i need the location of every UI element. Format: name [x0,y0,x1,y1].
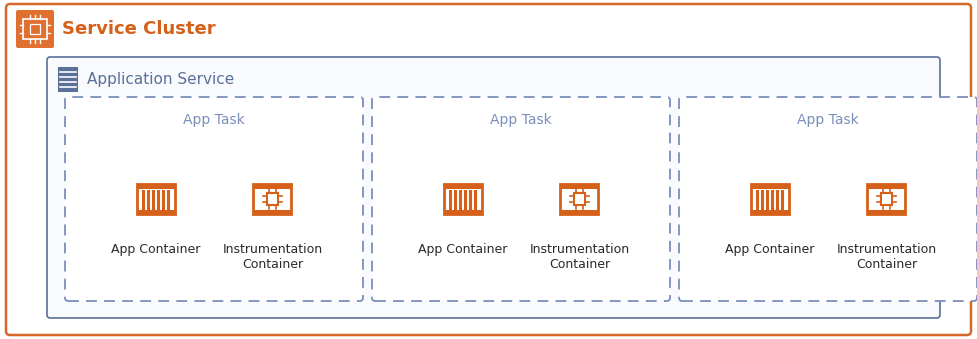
Bar [253,184,291,214]
Bar [750,184,788,214]
Bar [750,184,788,188]
Bar [253,210,291,214]
Bar [561,210,598,214]
Bar [267,193,278,205]
Text: App Container: App Container [418,243,507,256]
Bar [58,67,78,92]
FancyBboxPatch shape [6,4,971,335]
Bar [29,24,40,34]
Bar [561,184,598,214]
Bar [561,184,598,188]
FancyBboxPatch shape [47,57,940,318]
FancyBboxPatch shape [65,97,363,301]
Text: Instrumentation
Container: Instrumentation Container [530,243,629,271]
Bar [868,184,906,188]
Bar [137,184,175,188]
FancyBboxPatch shape [372,97,670,301]
Text: Service Cluster: Service Cluster [62,20,216,38]
Bar [880,193,892,205]
Bar [750,210,788,214]
Bar [868,184,906,214]
Text: App Container: App Container [111,243,200,256]
Bar [23,19,47,39]
Bar [137,210,175,214]
Bar [444,210,482,214]
Bar [444,184,482,188]
Text: Application Service: Application Service [87,72,234,87]
FancyBboxPatch shape [679,97,977,301]
Bar [137,184,175,214]
Text: Instrumentation
Container: Instrumentation Container [836,243,937,271]
FancyBboxPatch shape [16,10,54,48]
Bar [868,210,906,214]
Text: Instrumentation
Container: Instrumentation Container [223,243,322,271]
Bar [444,184,482,214]
Text: App Task: App Task [490,113,552,127]
Bar [253,184,291,188]
Text: App Task: App Task [183,113,245,127]
Text: App Task: App Task [797,113,859,127]
Bar [573,193,585,205]
Text: App Container: App Container [725,243,814,256]
